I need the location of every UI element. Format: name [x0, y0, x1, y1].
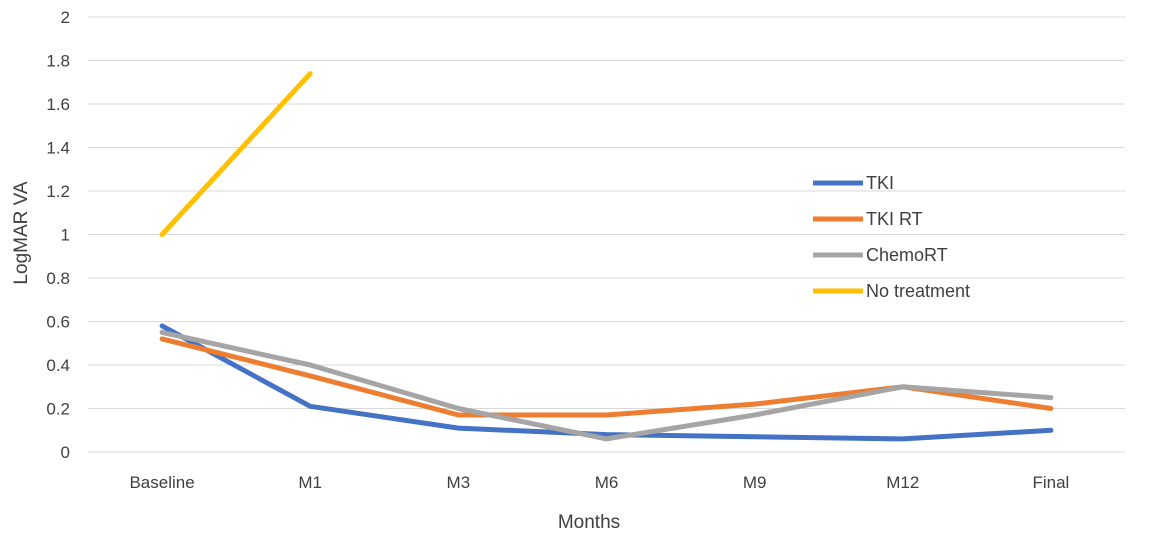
gridlines	[88, 16, 1125, 453]
y-tick-label: 1.8	[46, 52, 70, 71]
x-tick-label: M12	[886, 473, 919, 492]
y-tick-label: 0.4	[46, 356, 70, 375]
y-tick-label: 1	[61, 226, 70, 245]
series-line-chemort	[159, 329, 1054, 442]
y-tick-label: 1.6	[46, 95, 70, 114]
y-axis-ticks: 0 0.2 0.4 0.6 0.8 1 1.2 1.4 1.6 1.8 2	[46, 8, 70, 462]
legend-label-no-treatment: No treatment	[866, 281, 970, 301]
y-tick-label: 0.6	[46, 313, 70, 332]
legend-label-tki-rt: TKI RT	[866, 209, 923, 229]
y-tick-label: 1.2	[46, 182, 70, 201]
y-tick-label: 2	[61, 8, 70, 27]
x-tick-label: M3	[447, 473, 471, 492]
y-tick-label: 0.2	[46, 400, 70, 419]
x-tick-label: Final	[1032, 473, 1069, 492]
y-axis-title: LogMAR VA	[11, 181, 32, 284]
y-tick-label: 0.8	[46, 269, 70, 288]
series-line-tki	[159, 323, 1054, 442]
series-line-no-treatment	[159, 71, 313, 237]
series-line-tki-rt	[159, 336, 1054, 418]
y-tick-label: 1.4	[46, 139, 70, 158]
legend-label-chemort: ChemoRT	[866, 245, 948, 265]
x-axis-title: Months	[558, 512, 620, 533]
x-tick-label: M6	[595, 473, 619, 492]
x-tick-label: Baseline	[129, 473, 194, 492]
x-tick-label: M1	[298, 473, 322, 492]
x-axis-ticks: Baseline M1 M3 M6 M9 M12 Final	[129, 473, 1069, 492]
legend: TKI TKI RT ChemoRT No treatment	[813, 173, 970, 301]
series-lines	[159, 71, 1054, 442]
x-tick-label: M9	[743, 473, 767, 492]
legend-label-tki: TKI	[866, 173, 894, 193]
y-tick-label: 0	[61, 443, 70, 462]
